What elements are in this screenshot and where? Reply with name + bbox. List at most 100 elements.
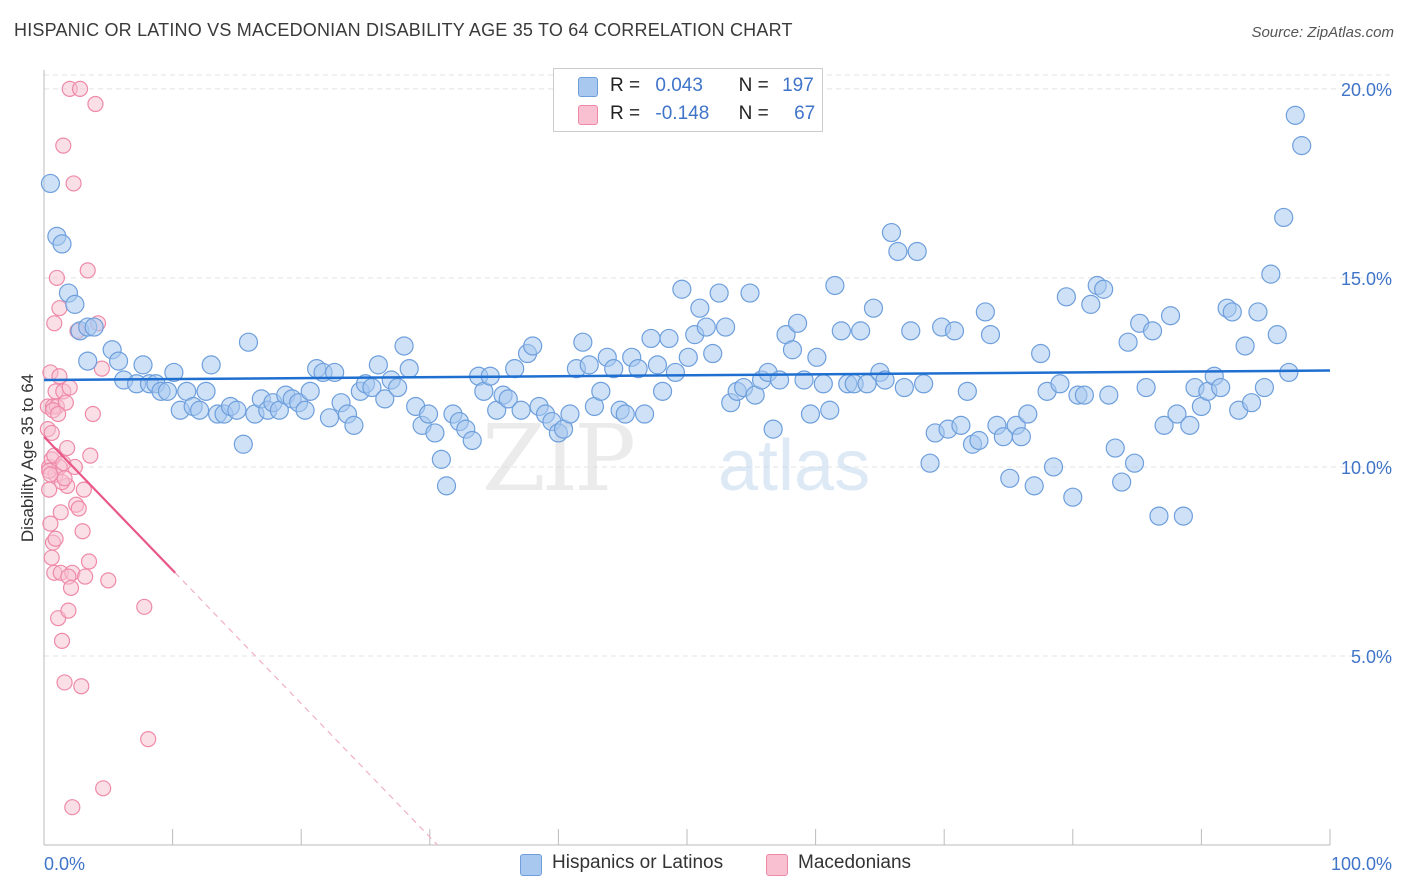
hispanics-point	[951, 415, 971, 435]
hispanics-point	[709, 283, 729, 303]
hispanics-point	[1248, 302, 1268, 322]
macedonians-point	[42, 515, 59, 532]
hispanics-point	[1056, 287, 1076, 307]
macedonians-point	[56, 470, 73, 487]
hispanics-point	[807, 347, 827, 367]
hispanics-point	[394, 336, 414, 356]
n-value: 67	[794, 103, 816, 124]
hispanics-point	[690, 298, 710, 318]
hispanics-point	[901, 321, 921, 341]
hispanics-point	[560, 404, 580, 424]
hispanics-point	[659, 328, 679, 349]
hispanics-point	[579, 355, 599, 375]
hispanics-point	[957, 381, 977, 401]
hispanics-point	[1167, 404, 1187, 424]
macedonians-point	[73, 678, 90, 695]
hispanics-point	[133, 355, 153, 375]
grid-lines	[44, 74, 1392, 657]
tick-labels: 5.0% 10.0% 15.0% 20.0% 0.0% 100.0%	[44, 80, 1392, 874]
hispanics-point	[1180, 415, 1200, 435]
hispanics-trend-line	[43, 369, 1331, 382]
hispanics-point	[1292, 136, 1312, 156]
macedonians-point	[50, 405, 67, 423]
hispanics-point	[944, 321, 965, 341]
hispanics-point	[1261, 264, 1281, 284]
hispanics-point	[969, 430, 989, 451]
hispanics-point	[233, 434, 253, 454]
hispanics-point	[1018, 404, 1038, 424]
macedonians-point	[71, 80, 89, 98]
macedonians-point	[47, 530, 64, 547]
hispanics-point	[157, 381, 178, 401]
hispanics-point	[881, 222, 902, 243]
hispanics-point	[1154, 415, 1174, 435]
legend-label: Hispanics or Latinos	[552, 852, 724, 873]
hispanics-point	[190, 400, 210, 420]
hispanics-point	[615, 404, 635, 424]
hispanics-point	[1050, 374, 1070, 394]
hispanics-point	[368, 355, 388, 375]
hispanics-point	[164, 362, 184, 383]
hispanics-point	[907, 241, 927, 262]
macedonians-point	[100, 572, 117, 589]
y-tick-label: 20.0%	[1341, 80, 1392, 100]
hispanics-point	[787, 313, 808, 333]
hispanics-point	[498, 389, 518, 409]
macedonians-point	[70, 500, 87, 517]
hispanics-point	[763, 419, 783, 439]
macedonians-point	[79, 262, 96, 279]
hispanics-point	[227, 400, 247, 420]
macedonians-point	[46, 315, 63, 332]
hispanics-point	[875, 370, 895, 390]
hispanics-point	[399, 359, 419, 379]
macedonians-point	[82, 447, 99, 464]
hispanics-point	[511, 400, 531, 420]
hispanics-point	[436, 476, 457, 496]
hispanics-point	[1267, 325, 1287, 345]
hispanics-point	[672, 279, 692, 299]
macedonians-point	[65, 175, 82, 192]
macedonians-point	[55, 137, 72, 154]
macedonians-point	[87, 95, 104, 113]
source-label: Source: ZipAtlas.com	[1251, 24, 1394, 41]
hispanics-point	[1000, 468, 1020, 488]
y-tick-label: 5.0%	[1351, 647, 1392, 667]
hispanics-point	[1105, 438, 1125, 458]
hispanics-points	[40, 105, 1312, 526]
hispanics-point	[431, 449, 451, 469]
y-tick-label: 10.0%	[1341, 458, 1392, 478]
hispanics-point	[1024, 476, 1044, 496]
r-label: R =	[610, 75, 641, 96]
hispanics-point	[462, 430, 482, 451]
stats-swatch-blue	[578, 77, 598, 97]
hispanics-point	[573, 332, 593, 352]
macedonians-point	[43, 549, 60, 566]
hispanics-point	[1124, 453, 1145, 473]
hispanics-point	[825, 275, 845, 296]
macedonians-point	[62, 579, 80, 597]
n-label: N =	[738, 103, 769, 124]
hispanics-point	[78, 351, 98, 371]
hispanics-point	[820, 400, 840, 420]
hispanics-point	[641, 328, 661, 349]
trend-lines	[43, 369, 1331, 846]
hispanics-point	[84, 317, 104, 337]
hispanics-point	[1074, 385, 1094, 405]
r-label: R =	[610, 103, 641, 124]
hispanics-point	[604, 359, 624, 379]
hispanics-point	[1279, 362, 1299, 383]
macedonians-point	[42, 466, 59, 483]
hispanics-point	[851, 321, 871, 341]
macedonians-point	[51, 368, 68, 385]
hispanics-point	[1274, 207, 1294, 228]
hispanics-point	[863, 298, 884, 318]
hispanics-point	[888, 241, 908, 262]
macedonians-point	[93, 360, 110, 377]
macedonians-point	[57, 394, 74, 411]
hispanics-point	[238, 332, 259, 352]
legend-swatch-pink	[766, 854, 788, 876]
watermark-atlas: atlas	[718, 426, 870, 506]
hispanics-point	[800, 404, 821, 424]
x-tick-label: 0.0%	[44, 854, 85, 874]
